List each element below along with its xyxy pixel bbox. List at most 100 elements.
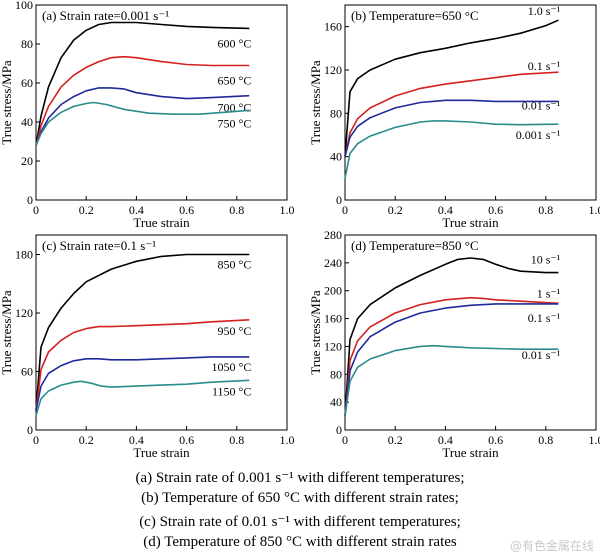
y-tick-label: 0 [27,193,33,207]
x-tick-label: 0.8 [538,203,553,217]
x-tick-label: 0.2 [79,203,94,217]
y-tick-label: 100 [15,0,33,12]
y-tick-label: 40 [330,395,342,409]
panel-title: (c) Strain rate=0.1 s⁻¹ [42,238,156,253]
series-line [35,319,250,411]
caption-b: (b) Temperature of 650 °C with different… [141,490,459,506]
x-tick-label: 0 [33,433,39,447]
series-line [344,99,559,157]
x-tick-label: 0 [33,203,39,217]
series-line [344,303,559,417]
y-tick-label: 60 [21,76,33,90]
series-line [344,296,559,417]
y-tick-label: 80 [21,37,33,51]
panel-title: (a) Strain rate=0.001 s⁻¹ [42,8,169,23]
plot-frame [35,4,288,201]
series-label: 0.01 s⁻¹ [522,98,561,112]
series-label: 1050 °C [212,360,252,374]
x-tick-label: 0 [342,203,348,217]
caption-d: (d) Temperature of 850 °C with different… [143,534,457,550]
x-axis-label: True strain [133,445,190,460]
series-line [344,19,559,157]
series-label: 1.0 s⁻¹ [528,4,561,18]
plot-frame [344,234,597,431]
series-label: 850 °C [218,258,252,272]
x-tick-label: 0.8 [229,433,244,447]
series-label: 1150 °C [212,384,251,398]
y-tick-label: 0 [336,423,342,437]
y-tick-label: 80 [330,106,342,120]
x-tick-label: 1.0 [280,433,295,447]
series-line [344,120,559,179]
x-tick-label: 0.4 [438,433,453,447]
series-label: 0.01 s⁻¹ [522,348,561,362]
chart-panel-d: 0 0.2 0.4 0.6 0.8 1.0 0 40 80 120 160 200 240 280 True… [308,228,600,460]
series-label: 650 °C [218,73,252,87]
series-line [35,253,250,411]
x-tick-label: 0.4 [129,203,144,217]
series-line [35,21,250,146]
y-tick-label: 120 [324,63,342,77]
y-tick-label: 180 [15,248,33,262]
series-label: 750 °C [218,116,252,130]
y-tick-label: 20 [21,154,33,168]
y-tick-label: 80 [330,367,342,381]
x-tick-label: 1.0 [280,203,295,217]
y-tick-label: 160 [324,20,342,34]
x-tick-label: 0.2 [79,433,94,447]
chart-panel-a: 0 0.2 0.4 0.6 0.8 1.0 0 20 40 60 80 100 True strain T… [0,0,295,230]
plot-frame [35,234,288,431]
panel-title: (b) Temperature=650 °C [351,8,479,23]
series-line [344,257,559,417]
y-tick-label: 40 [21,115,33,129]
x-tick-label: 0.2 [388,203,403,217]
y-axis-label: True stress/MPa [308,60,323,145]
y-tick-label: 240 [324,256,342,270]
series-label: 1 s⁻¹ [537,286,561,300]
caption-c: (c) Strain rate of 0.01 s⁻¹ with differe… [139,514,461,530]
x-tick-label: 0.4 [438,203,453,217]
panel-title: (d) Temperature=850 °C [351,238,479,253]
x-tick-label: 0.8 [538,433,553,447]
x-axis-label: True strain [442,215,499,230]
y-axis-label: True stress/MPa [0,60,14,145]
x-tick-label: 0.6 [179,433,194,447]
series-label: 0.1 s⁻¹ [528,59,561,73]
series-label: 0.1 s⁻¹ [528,311,561,325]
y-tick-label: 160 [324,312,342,326]
y-tick-label: 60 [21,365,33,379]
x-tick-label: 0.6 [488,433,503,447]
series-line [35,379,250,416]
series-line [35,101,250,146]
x-tick-label: 0 [342,433,348,447]
series-line [35,55,250,146]
series-label: 950 °C [218,324,252,338]
series-line [35,356,250,411]
watermark: @有色金属在线 [509,539,594,553]
y-tick-label: 120 [324,339,342,353]
y-axis-label: True stress/MPa [0,290,14,375]
x-tick-label: 0.6 [179,203,194,217]
x-tick-label: 0.8 [229,203,244,217]
y-tick-label: 120 [15,306,33,320]
series-line [344,71,559,157]
chart-panel-c: 0 0.2 0.4 0.6 0.8 1.0 0 60 120 180 True strain True… [0,234,295,460]
y-tick-label: 0 [27,423,33,437]
y-axis-label: True stress/MPa [308,290,323,375]
chart-panel-b: 0 0.2 0.4 0.6 0.8 1.0 0 40 80 120 160 True strain Tr… [308,4,600,230]
x-axis-label: True strain [133,215,190,230]
caption-a: (a) Strain rate of 0.001 s⁻¹ with differ… [135,470,465,486]
x-axis-label: True strain [442,445,499,460]
figure: 0 0.2 0.4 0.6 0.8 1.0 0 20 40 60 80 100 True strain T… [0,0,600,460]
series-line [35,87,250,146]
y-tick-label: 200 [324,284,342,298]
y-tick-label: 40 [330,150,342,164]
series-label: 10 s⁻¹ [531,253,561,267]
series-line [344,344,559,417]
y-tick-label: 0 [336,193,342,207]
plot-frame [344,4,597,201]
series-label: 600 °C [218,36,252,50]
y-tick-label: 280 [324,228,342,242]
x-tick-label: 0.4 [129,433,144,447]
x-tick-label: 1.0 [589,203,600,217]
